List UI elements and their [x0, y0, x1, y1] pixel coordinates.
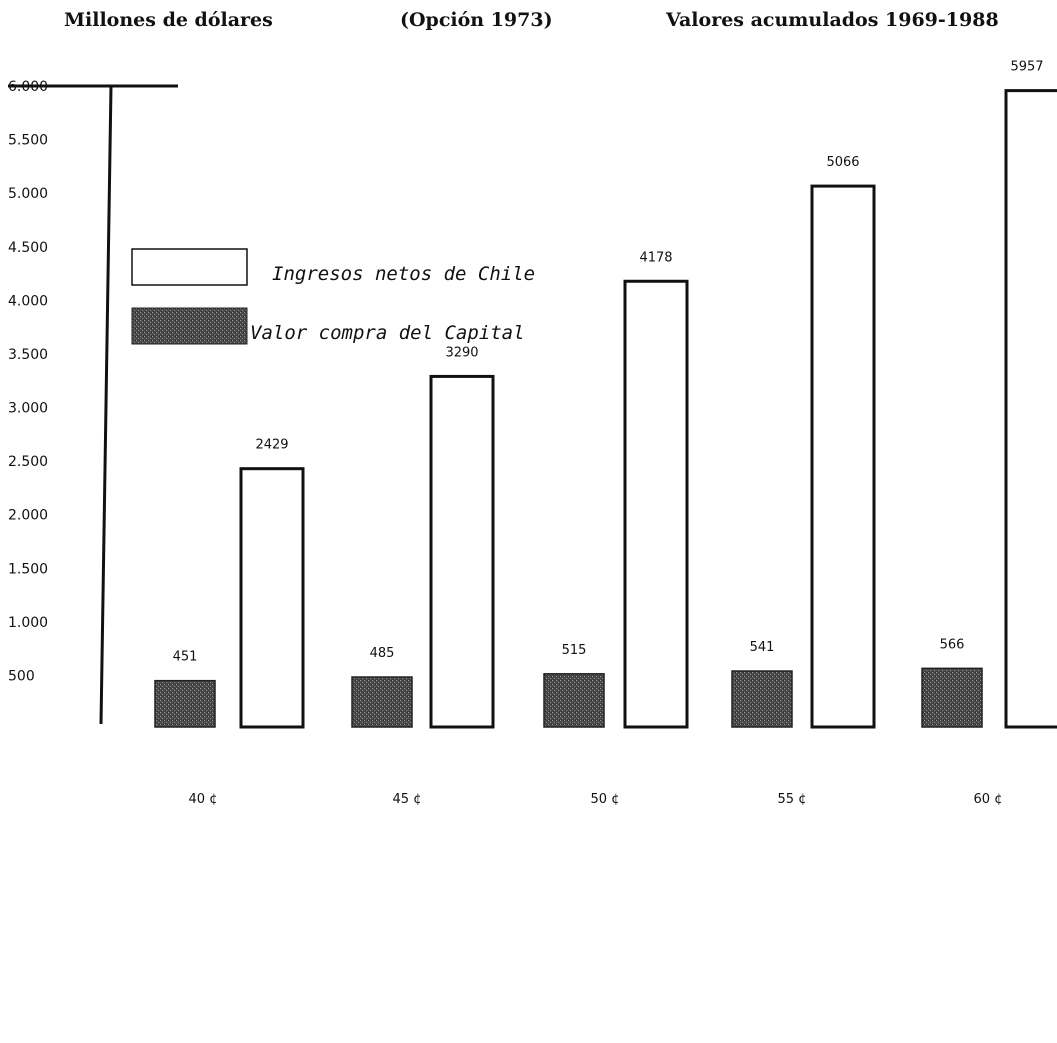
bar-net-income [239, 467, 305, 729]
option-title: (Opción 1973) [400, 9, 553, 31]
value-labels: 451 2429 485 3290 515 4178 541 5066 566 5957 [173, 60, 1044, 665]
x-category-label: 55 ¢ [778, 792, 807, 807]
bar-capital [731, 670, 793, 728]
legend-label-capital: Valor compra del Capital [250, 322, 525, 344]
y-tick-labels: 6.000 5.500 5.000 4.500 4.000 3.500 3.000 2.500… [8, 79, 48, 684]
bar-capital [351, 676, 413, 728]
y-tick-label: 2.500 [8, 454, 48, 470]
accumulated-title: Valores acumulados 1969-1988 [665, 9, 999, 31]
y-tick-label: 6.000 [8, 79, 48, 95]
value-label-capital: 541 [750, 640, 775, 655]
y-tick-label: 2.000 [8, 508, 48, 524]
y-tick-label: 5.000 [8, 186, 48, 202]
value-label-capital: 485 [370, 646, 395, 661]
bar-capital [154, 679, 216, 728]
bar-capital [921, 667, 983, 728]
y-tick-label: 5.500 [8, 133, 48, 149]
x-category-label: 60 ¢ [974, 792, 1003, 807]
value-label-capital: 451 [173, 650, 198, 665]
value-label-net-income: 5957 [1010, 60, 1043, 75]
value-label-net-income: 3290 [445, 345, 478, 360]
bar-net-income [429, 374, 495, 729]
value-label-net-income: 2429 [255, 438, 288, 453]
legend: Ingresos netos de Chile Valor compra del… [131, 248, 535, 345]
x-category-label: 45 ¢ [393, 792, 422, 807]
y-tick-label: 4.000 [8, 293, 48, 309]
bar-capital [543, 673, 605, 728]
value-label-net-income: 4178 [639, 250, 672, 265]
category-labels: 40 ¢ 45 ¢ 50 ¢ 55 ¢ 60 ¢ [189, 792, 1003, 807]
y-tick-label: 1.500 [8, 561, 48, 577]
bar-net-income [623, 279, 689, 729]
y-tick-label: 1.000 [8, 615, 48, 631]
bar-net-income [1004, 89, 1057, 729]
bar-net-income [810, 184, 876, 729]
y-tick-label: 4.500 [8, 240, 48, 256]
y-axis-unit-title: Millones de dólares [64, 9, 273, 31]
value-label-net-income: 5066 [826, 155, 859, 170]
legend-swatch-net-income [131, 248, 248, 286]
y-tick-label: 3.500 [8, 347, 48, 363]
x-category-label: 40 ¢ [189, 792, 218, 807]
y-axis-line [99, 85, 113, 725]
value-label-capital: 566 [940, 637, 965, 652]
legend-label-net-income: Ingresos netos de Chile [272, 263, 535, 285]
y-tick-label: 500 [8, 668, 35, 684]
bars-group [154, 89, 1057, 729]
x-category-label: 50 ¢ [591, 792, 620, 807]
value-label-capital: 515 [562, 643, 587, 658]
legend-swatch-capital [131, 307, 248, 345]
y-tick-label: 3.000 [8, 401, 48, 417]
